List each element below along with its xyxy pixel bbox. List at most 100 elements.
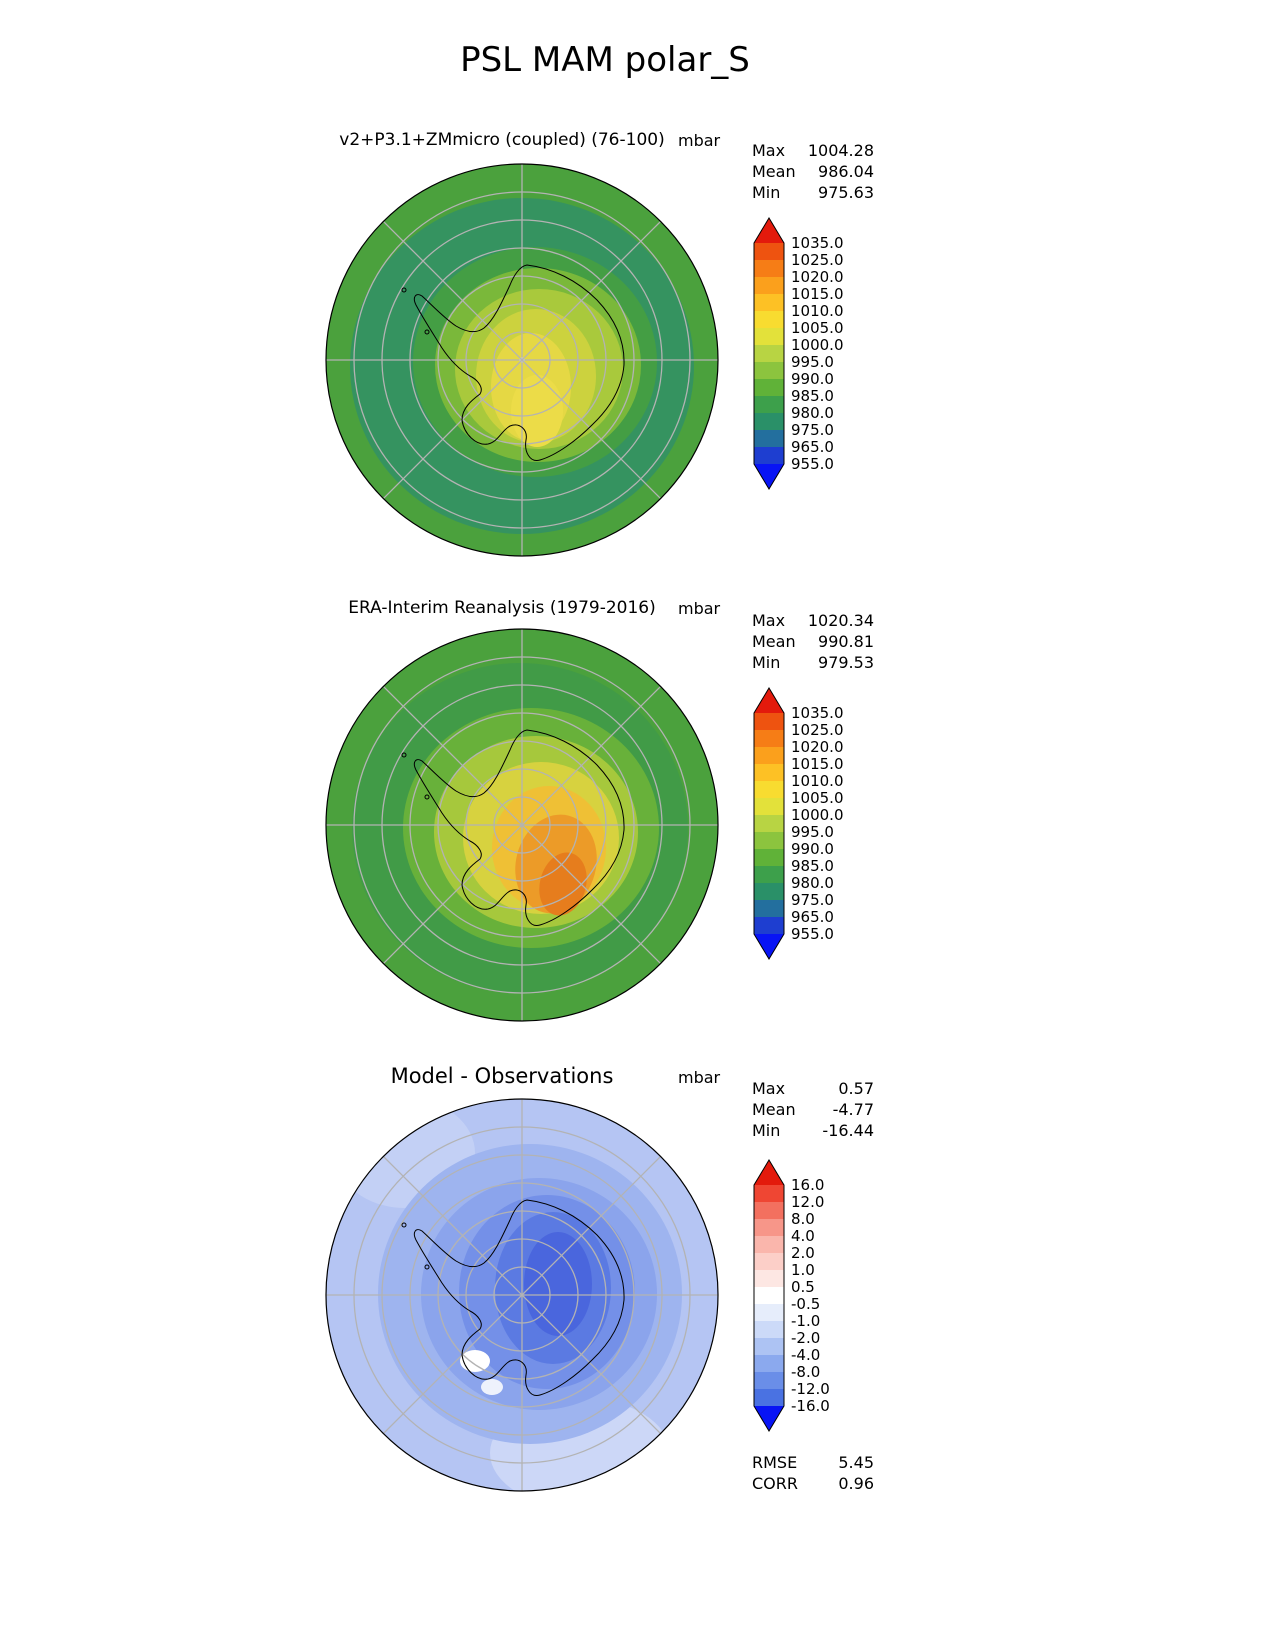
stat-row: RMSE 5.45 [752,1452,874,1473]
colorbar-tick-label: 965.0 [791,438,834,456]
panel-3-colorbar: 16.0 12.0 8.0 4.0 2.0 1.0 0.5 -0.5 -1.0 -2.0 -4.0-… [752,1158,902,1433]
colorbar-tick-label: 1005.0 [791,789,844,807]
colorbar-tick-label: 1015.0 [791,285,844,303]
colorbar-tick-label: 1005.0 [791,319,844,337]
stat-label: Mean [752,1100,796,1119]
graticule [326,164,718,556]
colorbar-tick-label: 1015.0 [791,755,844,773]
panel-3-title: Model - Observations [390,1064,614,1088]
stat-row: Min -16.44 [752,1120,874,1141]
colorbar-tick-label: 965.0 [791,908,834,926]
colorbar-tick-label: 12.0 [791,1193,825,1211]
stat-row: Mean 986.04 [752,161,874,182]
colorbar-tick-label: 990.0 [791,840,834,858]
stat-value: 1004.28 [807,141,874,160]
colorbar-tick-label: -2.0 [791,1329,821,1347]
panel-2-units: mbar [678,599,721,618]
colorbar-tick-label: 1010.0 [791,302,844,320]
panel-3-stats: Max 0.57 Mean -4.77 Min -16.44 [752,1078,874,1141]
panel-1-stats: Max 1004.28 Mean 986.04 Min 975.63 [752,140,874,203]
panel-3-map [325,1098,719,1492]
colorbar-tick-label: 1025.0 [791,721,844,739]
colorbar-tick-label: -1.0 [791,1312,821,1330]
stat-value: 5.45 [838,1453,874,1472]
stat-row: Max 1004.28 [752,140,874,161]
colorbar-tick-label: 1025.0 [791,251,844,269]
colorbar-tick-label: 995.0 [791,353,834,371]
stat-value: 986.04 [818,162,874,181]
colorbar-tick-label: 955.0 [791,455,834,473]
colorbar-tick-label: 955.0 [791,925,834,943]
stat-value: 0.96 [838,1474,874,1493]
antarctica-coastline [401,1199,625,1396]
colorbar-tick-label: 995.0 [791,823,834,841]
figure-title: PSL MAM polar_S [460,40,750,80]
stat-row: Min 979.53 [752,652,874,673]
panel-2-stats: Max 1020.34 Mean 990.81 Min 979.53 [752,610,874,673]
stat-row: Mean -4.77 [752,1099,874,1120]
colorbar [753,1159,785,1432]
panel-2-title: ERA-Interim Reanalysis (1979-2016) [348,598,656,618]
graticule [326,1099,718,1491]
stat-value: 0.57 [838,1079,874,1098]
antarctica-coastline [401,264,625,461]
colorbar-tick-label: 1035.0 [791,234,844,252]
colorbar-tick-label: 975.0 [791,421,834,439]
colorbar [753,217,785,490]
stat-value: -16.44 [822,1121,874,1140]
stat-label: Mean [752,632,796,651]
stat-row: Mean 990.81 [752,631,874,652]
colorbar-tick-label: 985.0 [791,857,834,875]
antarctica-coastline [401,729,625,926]
panel-3-units: mbar [678,1068,721,1087]
stat-row: Max 0.57 [752,1078,874,1099]
stat-label: Min [752,1121,781,1140]
colorbar [753,687,785,960]
colorbar-tick-label: -12.0 [791,1380,830,1398]
panel-2-map [325,628,719,1022]
colorbar-tick-label: 0.5 [791,1278,815,1296]
colorbar-tick-label: 8.0 [791,1210,815,1228]
stat-label: Mean [752,162,796,181]
panel-1-title: v2+P3.1+ZMmicro (coupled) (76-100) [339,130,665,150]
colorbar-tick-label: 2.0 [791,1244,815,1262]
colorbar-tick-label: 1010.0 [791,772,844,790]
stat-label: CORR [752,1474,798,1493]
colorbar-tick-label: 1000.0 [791,806,844,824]
stat-label: Max [752,1079,786,1098]
stat-row: CORR 0.96 [752,1473,874,1494]
panel-1-map [325,163,719,557]
colorbar-tick-label: 1035.0 [791,704,844,722]
colorbar-tick-label: -4.0 [791,1346,821,1364]
panel-2-colorbar: 1035.0 1025.0 1020.0 1015.0 1010.0 1005.0 1000… [752,686,902,961]
stat-label: Min [752,653,781,672]
stat-value: -4.77 [832,1100,874,1119]
stat-label: RMSE [752,1453,798,1472]
colorbar-tick-label: 16.0 [791,1176,825,1194]
colorbar-tick-label: 1.0 [791,1261,815,1279]
colorbar-tick-label: -8.0 [791,1363,821,1381]
stat-label: Max [752,141,786,160]
colorbar-tick-label: 980.0 [791,874,834,892]
graticule [326,629,718,1021]
stat-value: 979.53 [818,653,874,672]
colorbar-tick-label: 1000.0 [791,336,844,354]
stat-label: Min [752,183,781,202]
colorbar-tick-label: 975.0 [791,891,834,909]
panel-1-units: mbar [678,131,721,150]
colorbar-tick-label: -0.5 [791,1295,821,1313]
colorbar-tick-label: 1020.0 [791,268,844,286]
colorbar-tick-label: -16.0 [791,1397,830,1415]
stat-label: Max [752,611,786,630]
stat-value: 990.81 [818,632,874,651]
stat-value: 1020.34 [807,611,874,630]
stat-value: 975.63 [818,183,874,202]
stat-row: Max 1020.34 [752,610,874,631]
panel-1-colorbar: 1035.0 1025.0 1020.0 1015.0 1010.0 1005.0 1000… [752,216,902,491]
colorbar-tick-label: 990.0 [791,370,834,388]
colorbar-tick-label: 980.0 [791,404,834,422]
colorbar-tick-label: 1020.0 [791,738,844,756]
colorbar-tick-label: 985.0 [791,387,834,405]
colorbar-tick-label: 4.0 [791,1227,815,1245]
